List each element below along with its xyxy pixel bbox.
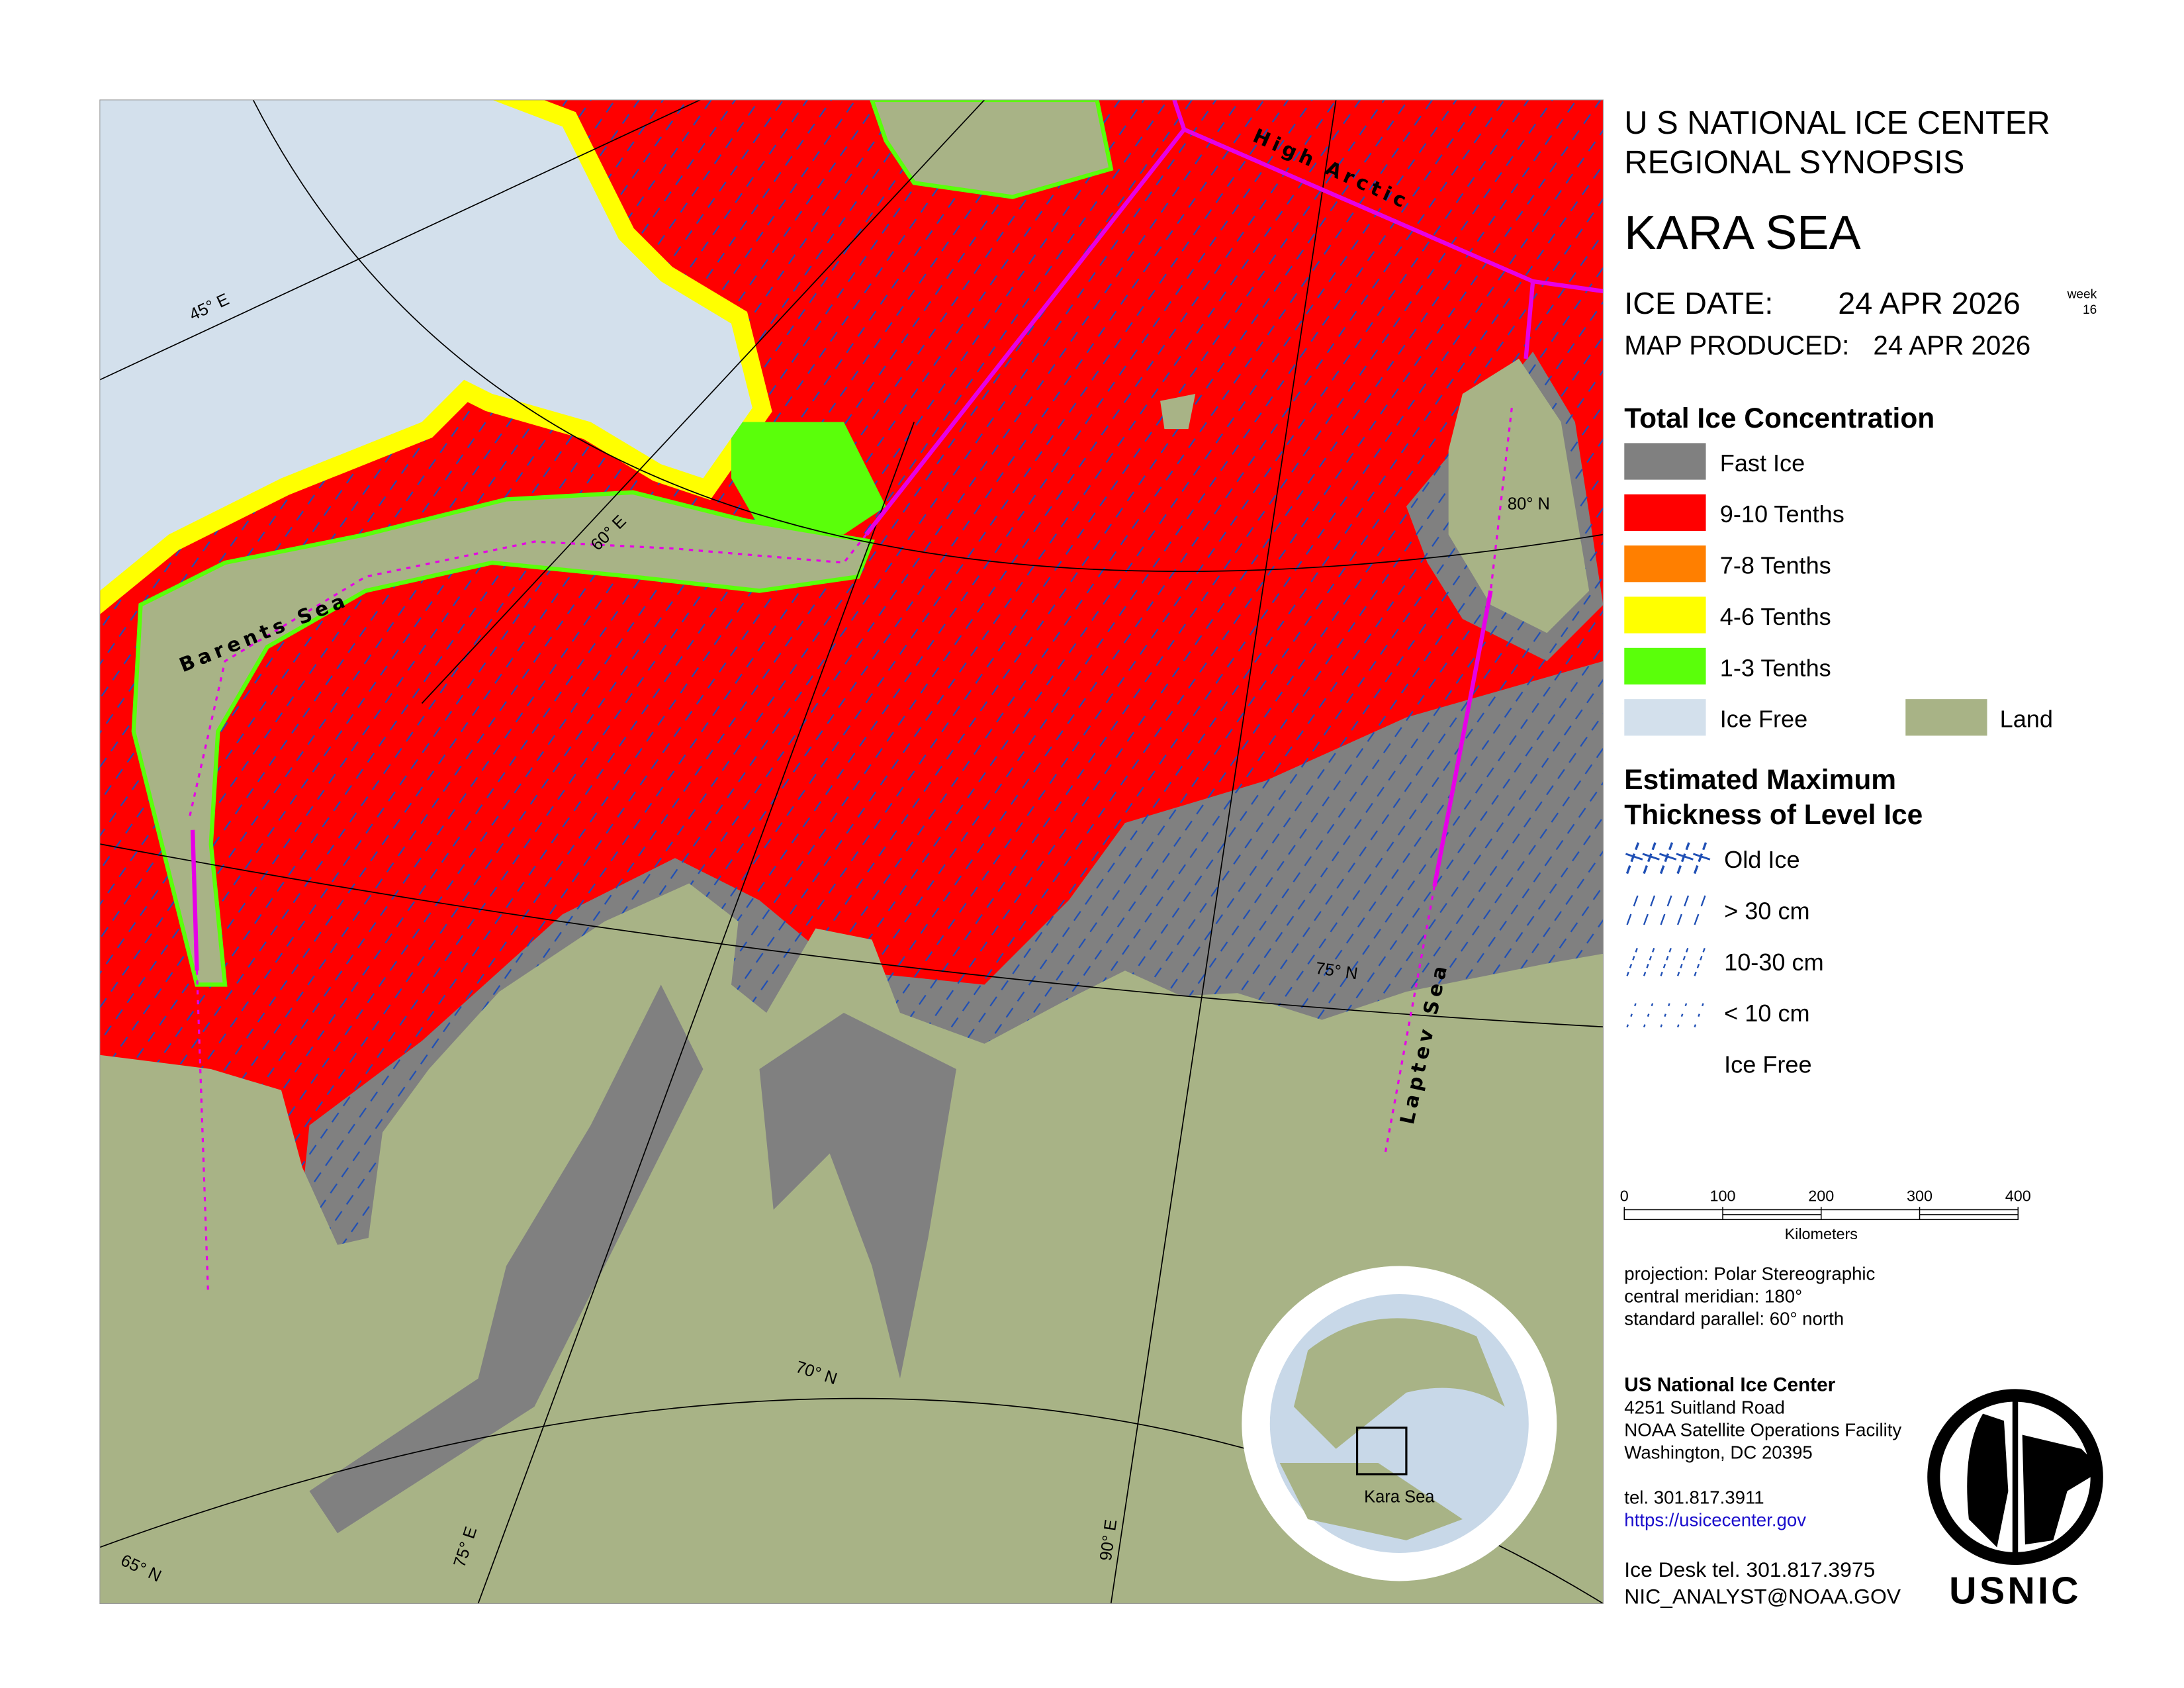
- region-title: KARA SEA: [1624, 207, 1861, 259]
- legend-label: 1-3 Tenths: [1720, 654, 1831, 681]
- legend-label: 10-30 cm: [1724, 949, 1824, 976]
- hatch-line: [1643, 842, 1657, 874]
- legend-label: 9-10 Tenths: [1720, 500, 1844, 528]
- hatch-line: [1694, 893, 1707, 925]
- map-frame: [99, 99, 1604, 1604]
- hatch-line: [1693, 842, 1707, 874]
- concentration-legend: Fast Ice 9-10 Tenths 7-8 Tenths 4-6 Tenths 1…: [1624, 443, 2053, 736]
- header-line: REGIONAL SYNOPSIS: [1624, 144, 1964, 180]
- map: Barents Sea High Arctic Laptev Sea 45° E…: [99, 99, 1604, 1604]
- contact-url[interactable]: https://usicecenter.gov: [1624, 1510, 1806, 1530]
- map-produced-label: MAP PRODUCED:: [1624, 330, 1849, 361]
- inset-land: [1279, 1462, 1463, 1540]
- header-line: U S NATIONAL ICE CENTER: [1624, 105, 2050, 141]
- legend-swatch: [1624, 545, 1706, 583]
- legend-title: Thickness of Level Ice: [1624, 800, 1923, 831]
- contact-address: NOAA Satellite Operations Facility: [1624, 1420, 1901, 1440]
- fast-ice: [309, 984, 704, 1534]
- hatch-line: [1659, 853, 1677, 861]
- projection-line: projection: Polar Stereographic: [1624, 1264, 1875, 1284]
- legend-label: 7-8 Tenths: [1720, 552, 1831, 579]
- ice-desk: Ice Desk tel. 301.817.3975: [1624, 1558, 1875, 1581]
- week-label: week: [2067, 288, 2097, 302]
- week-number: 16: [2083, 303, 2097, 317]
- hatch-line: [1676, 893, 1690, 925]
- map-produced: 24 APR 2026: [1873, 330, 2030, 361]
- land: [1160, 394, 1196, 430]
- contact-tel: tel. 301.817.3911: [1624, 1487, 1764, 1508]
- hatch-line: [1692, 853, 1711, 861]
- hatch-line: [1676, 853, 1694, 861]
- legend-label: Ice Free: [1720, 706, 1807, 733]
- hatch-line: [1625, 842, 1640, 874]
- graticule: [99, 99, 1604, 1604]
- hatch-line: [1676, 945, 1690, 976]
- legend-swatch: [1624, 494, 1706, 531]
- legend-swatch: [1625, 842, 1711, 874]
- scale-label: 200: [1808, 1188, 1834, 1205]
- ice-free: [99, 99, 752, 591]
- land: [870, 99, 1114, 199]
- land: [1448, 358, 1590, 633]
- projection-line: standard parallel: 60° north: [1624, 1309, 1844, 1329]
- inset-box: [1355, 1427, 1408, 1476]
- legend-swatch: [1624, 596, 1706, 633]
- ice-1-3: [731, 422, 886, 535]
- legend-label: 4-6 Tenths: [1720, 603, 1831, 630]
- fast-ice: [759, 1012, 956, 1379]
- hatch-line: [1676, 842, 1690, 874]
- ice-date: 24 APR 2026: [1838, 286, 2020, 320]
- legend-swatch: [1624, 647, 1706, 685]
- scale-label: 400: [2005, 1188, 2031, 1205]
- sea-boundary: [189, 408, 1513, 1295]
- inset-label: Kara Sea: [1364, 1487, 1435, 1506]
- contact-email: NIC_ANALYST@NOAA.GOV: [1624, 1584, 1901, 1608]
- hatch-line: [1660, 893, 1673, 925]
- contact-address: Washington, DC 20395: [1624, 1442, 1812, 1463]
- scale-bar: 0 100 200 300 400 Kilometers: [1620, 1188, 2031, 1243]
- hatch-line: [1642, 853, 1660, 861]
- hatch-line: [1626, 945, 1639, 976]
- legend-title: Estimated Maximum: [1624, 765, 1896, 796]
- hatch-line: [1643, 945, 1657, 976]
- legend-swatch: [1626, 893, 1707, 925]
- legend-title: Total Ice Concentration: [1624, 403, 1934, 434]
- legend-label: Old Ice: [1724, 846, 1799, 873]
- thickness-legend: Old Ice > 30 cm 10-30 cm < 10 cm Ice Free: [1625, 842, 1824, 1078]
- legend-label: Land: [2000, 706, 2053, 733]
- scale-unit: Kilometers: [1785, 1225, 1858, 1243]
- legend-label: Fast Ice: [1720, 449, 1805, 477]
- legend-swatch: [1624, 699, 1706, 736]
- land: [131, 490, 875, 987]
- legend-label: Ice Free: [1724, 1051, 1811, 1078]
- legend-swatch: [1626, 945, 1707, 976]
- legend-label: > 30 cm: [1724, 897, 1809, 924]
- ice-date-label: ICE DATE:: [1624, 286, 1773, 320]
- scale-label: 300: [1907, 1188, 1933, 1205]
- hatch-line: [1643, 893, 1657, 925]
- hatch-line: [1694, 945, 1707, 976]
- logo-bear: [2022, 1434, 2103, 1545]
- region-boundary: [190, 99, 1604, 971]
- hatch-line: [1659, 842, 1674, 874]
- scale-label: 0: [1620, 1188, 1629, 1205]
- contact-address: 4251 Suitland Road: [1624, 1397, 1785, 1418]
- contact-name: US National Ice Center: [1624, 1374, 1835, 1396]
- hatch-line: [1625, 853, 1643, 861]
- logo-text: USNIC: [1949, 1570, 2081, 1612]
- logo-penguin: [1967, 1413, 2009, 1548]
- legend-swatch: [1905, 699, 1987, 736]
- hatch-line: [1660, 945, 1673, 976]
- projection-line: central meridian: 180°: [1624, 1286, 1802, 1307]
- legend-label: < 10 cm: [1724, 1000, 1809, 1027]
- scale-label: 100: [1710, 1188, 1736, 1205]
- inset-land: [1293, 1318, 1505, 1449]
- legend-swatch: [1624, 443, 1706, 480]
- hatch-line: [1626, 893, 1639, 925]
- graticule-label: 80° N: [1508, 494, 1550, 513]
